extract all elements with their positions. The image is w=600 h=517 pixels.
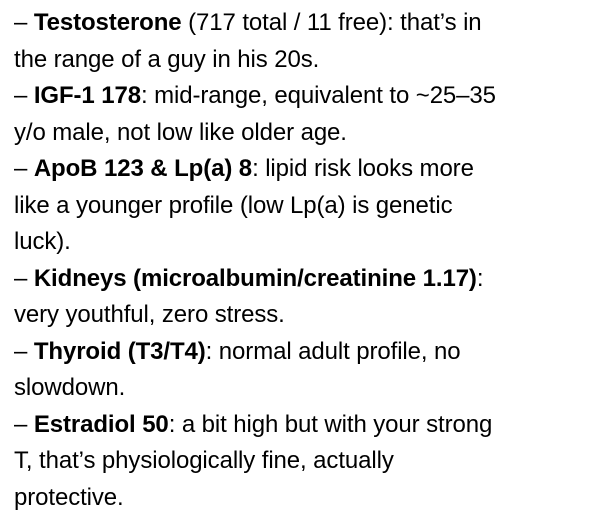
item-description: : very youthful, zero stress. bbox=[14, 264, 484, 329]
list-item-thyroid: – Thyroid (T3/T4): normal adult profile,… bbox=[14, 334, 592, 407]
item-term: ApoB 123 & Lp(a) 8 bbox=[33, 155, 253, 182]
item-description: : normal adult profile, no slowdown. bbox=[14, 337, 461, 402]
item-description: (717 total / 11 free): that’s in the ran… bbox=[14, 9, 482, 73]
bullet-dash: – bbox=[14, 337, 34, 365]
bullet-dash: – bbox=[14, 82, 34, 109]
list-item-kidneys: – Kidneys (microalbumin/creatinine 1.17)… bbox=[14, 261, 592, 334]
list-item-estradiol: – Estradiol 50: a bit high but with your… bbox=[14, 407, 592, 517]
bullet-dash: – bbox=[14, 410, 34, 438]
item-term: Kidneys (microalbumin/creatinine 1.17) bbox=[33, 264, 477, 292]
list-item-testosterone: – Testosterone (717 total / 11 free): th… bbox=[14, 5, 592, 78]
list-item-apob-lpa: – ApoB 123 & Lp(a) 8: lipid risk looks m… bbox=[14, 151, 592, 261]
list-item-igf1: – IGF-1 178: mid-range, equivalent to ~2… bbox=[14, 78, 592, 151]
bullet-dash: – bbox=[14, 9, 34, 36]
item-term: Thyroid (T3/T4) bbox=[33, 337, 206, 365]
item-description: : mid-range, equivalent to ~25–35 y/o ma… bbox=[14, 82, 496, 146]
bullet-dash: – bbox=[14, 264, 34, 292]
item-description: : lipid risk looks more like a younger p… bbox=[14, 155, 474, 255]
item-description: : a bit high but with your strong T, tha… bbox=[14, 410, 493, 511]
item-term: Estradiol 50 bbox=[33, 410, 169, 438]
item-term: Testosterone bbox=[33, 9, 182, 36]
item-term: IGF-1 178 bbox=[33, 82, 141, 109]
bullet-dash: – bbox=[14, 155, 34, 182]
